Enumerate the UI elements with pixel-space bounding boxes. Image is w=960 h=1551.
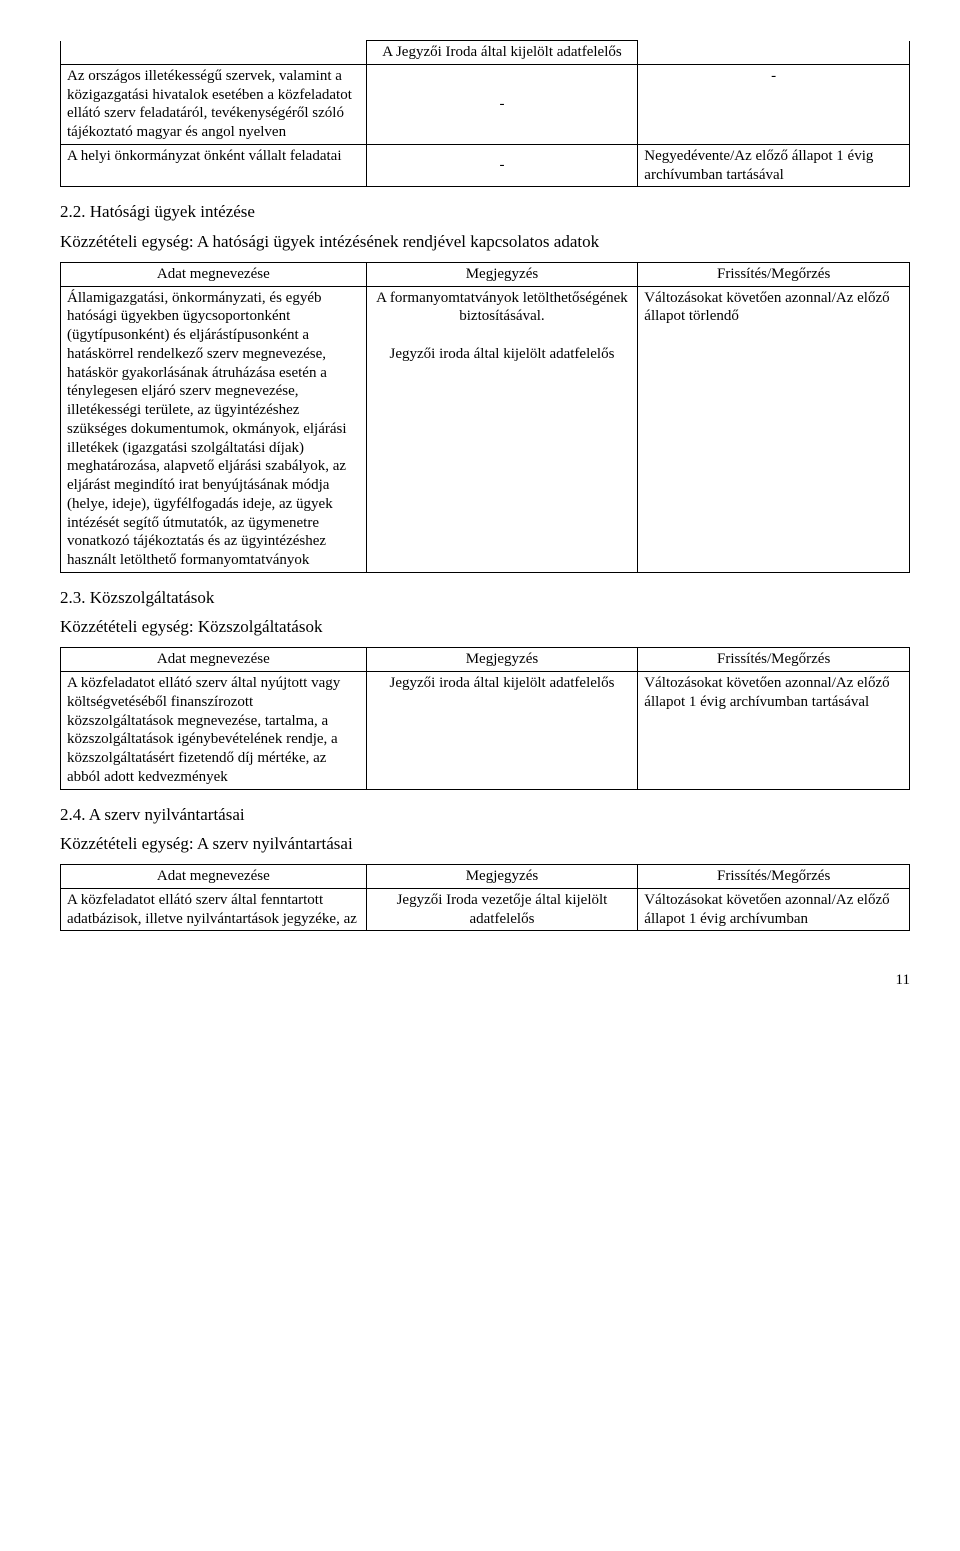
sec24-c2: Jegyzői Iroda vezetője által kijelölt ad… <box>366 888 638 931</box>
section-24-heading: 2.4. A szerv nyilvántartásai <box>60 804 910 825</box>
page-number: 11 <box>60 971 910 990</box>
section-22-unit: Közzétételi egység: A hatósági ügyek int… <box>60 231 910 252</box>
sec22-h3: Frissítés/Megőrzés <box>638 262 910 286</box>
sec22-h2: Megjegyzés <box>366 262 638 286</box>
section-24-table: Adat megnevezése Megjegyzés Frissítés/Me… <box>60 864 910 931</box>
section-22-heading: 2.2. Hatósági ügyek intézése <box>60 201 910 222</box>
top-row2-c2: - <box>366 144 638 187</box>
section-23-unit: Közzétételi egység: Közszolgáltatások <box>60 616 910 637</box>
top-row2-c1: A helyi önkormányzat önként vállalt fela… <box>61 144 367 187</box>
sec23-h1: Adat megnevezése <box>61 648 367 672</box>
sec23-c3: Változásokat követően azonnal/Az előző á… <box>638 672 910 790</box>
sec23-h3: Frissítés/Megőrzés <box>638 648 910 672</box>
sec23-c2: Jegyzői iroda által kijelölt adatfelelős <box>366 672 638 790</box>
sec24-h1: Adat megnevezése <box>61 865 367 889</box>
sec22-h1: Adat megnevezése <box>61 262 367 286</box>
top-table-empty-cell <box>61 41 367 65</box>
sec24-c1: A közfeladatot ellátó szerv által fennta… <box>61 888 367 931</box>
sec24-h3: Frissítés/Megőrzés <box>638 865 910 889</box>
top-row2-c3: Negyedévente/Az előző állapot 1 évig arc… <box>638 144 910 187</box>
sec22-c1: Államigazgatási, önkormányzati, és egyéb… <box>61 286 367 572</box>
section-23-table: Adat megnevezése Megjegyzés Frissítés/Me… <box>60 647 910 789</box>
section-23-heading: 2.3. Közszolgáltatások <box>60 587 910 608</box>
sec23-c1: A közfeladatot ellátó szerv által nyújto… <box>61 672 367 790</box>
top-table: A Jegyzői Iroda által kijelölt adatfelel… <box>60 40 910 187</box>
top-row1-c1: Az országos illetékességű szervek, valam… <box>61 64 367 144</box>
top-table-header-note: A Jegyzői Iroda által kijelölt adatfelel… <box>366 41 638 65</box>
section-24-unit: Közzétételi egység: A szerv nyilvántartá… <box>60 833 910 854</box>
section-22-table: Adat megnevezése Megjegyzés Frissítés/Me… <box>60 262 910 573</box>
sec24-c3: Változásokat követően azonnal/Az előző á… <box>638 888 910 931</box>
top-table-empty-cell-r <box>638 41 910 65</box>
sec22-c2: A formanyomtatványok letölthetőségének b… <box>366 286 638 572</box>
sec22-c3: Változásokat követően azonnal/Az előző á… <box>638 286 910 572</box>
sec22-c2b: Jegyzői iroda által kijelölt adatfelelős <box>390 346 615 362</box>
top-row1-c2: - <box>366 64 638 144</box>
sec23-h2: Megjegyzés <box>366 648 638 672</box>
sec24-h2: Megjegyzés <box>366 865 638 889</box>
sec22-c2a: A formanyomtatványok letölthetőségének b… <box>376 290 628 325</box>
top-row1-c3: - <box>638 64 910 144</box>
